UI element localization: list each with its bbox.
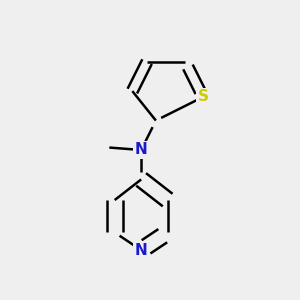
Text: N: N — [135, 243, 148, 258]
Text: S: S — [197, 89, 208, 104]
Text: N: N — [135, 142, 148, 158]
